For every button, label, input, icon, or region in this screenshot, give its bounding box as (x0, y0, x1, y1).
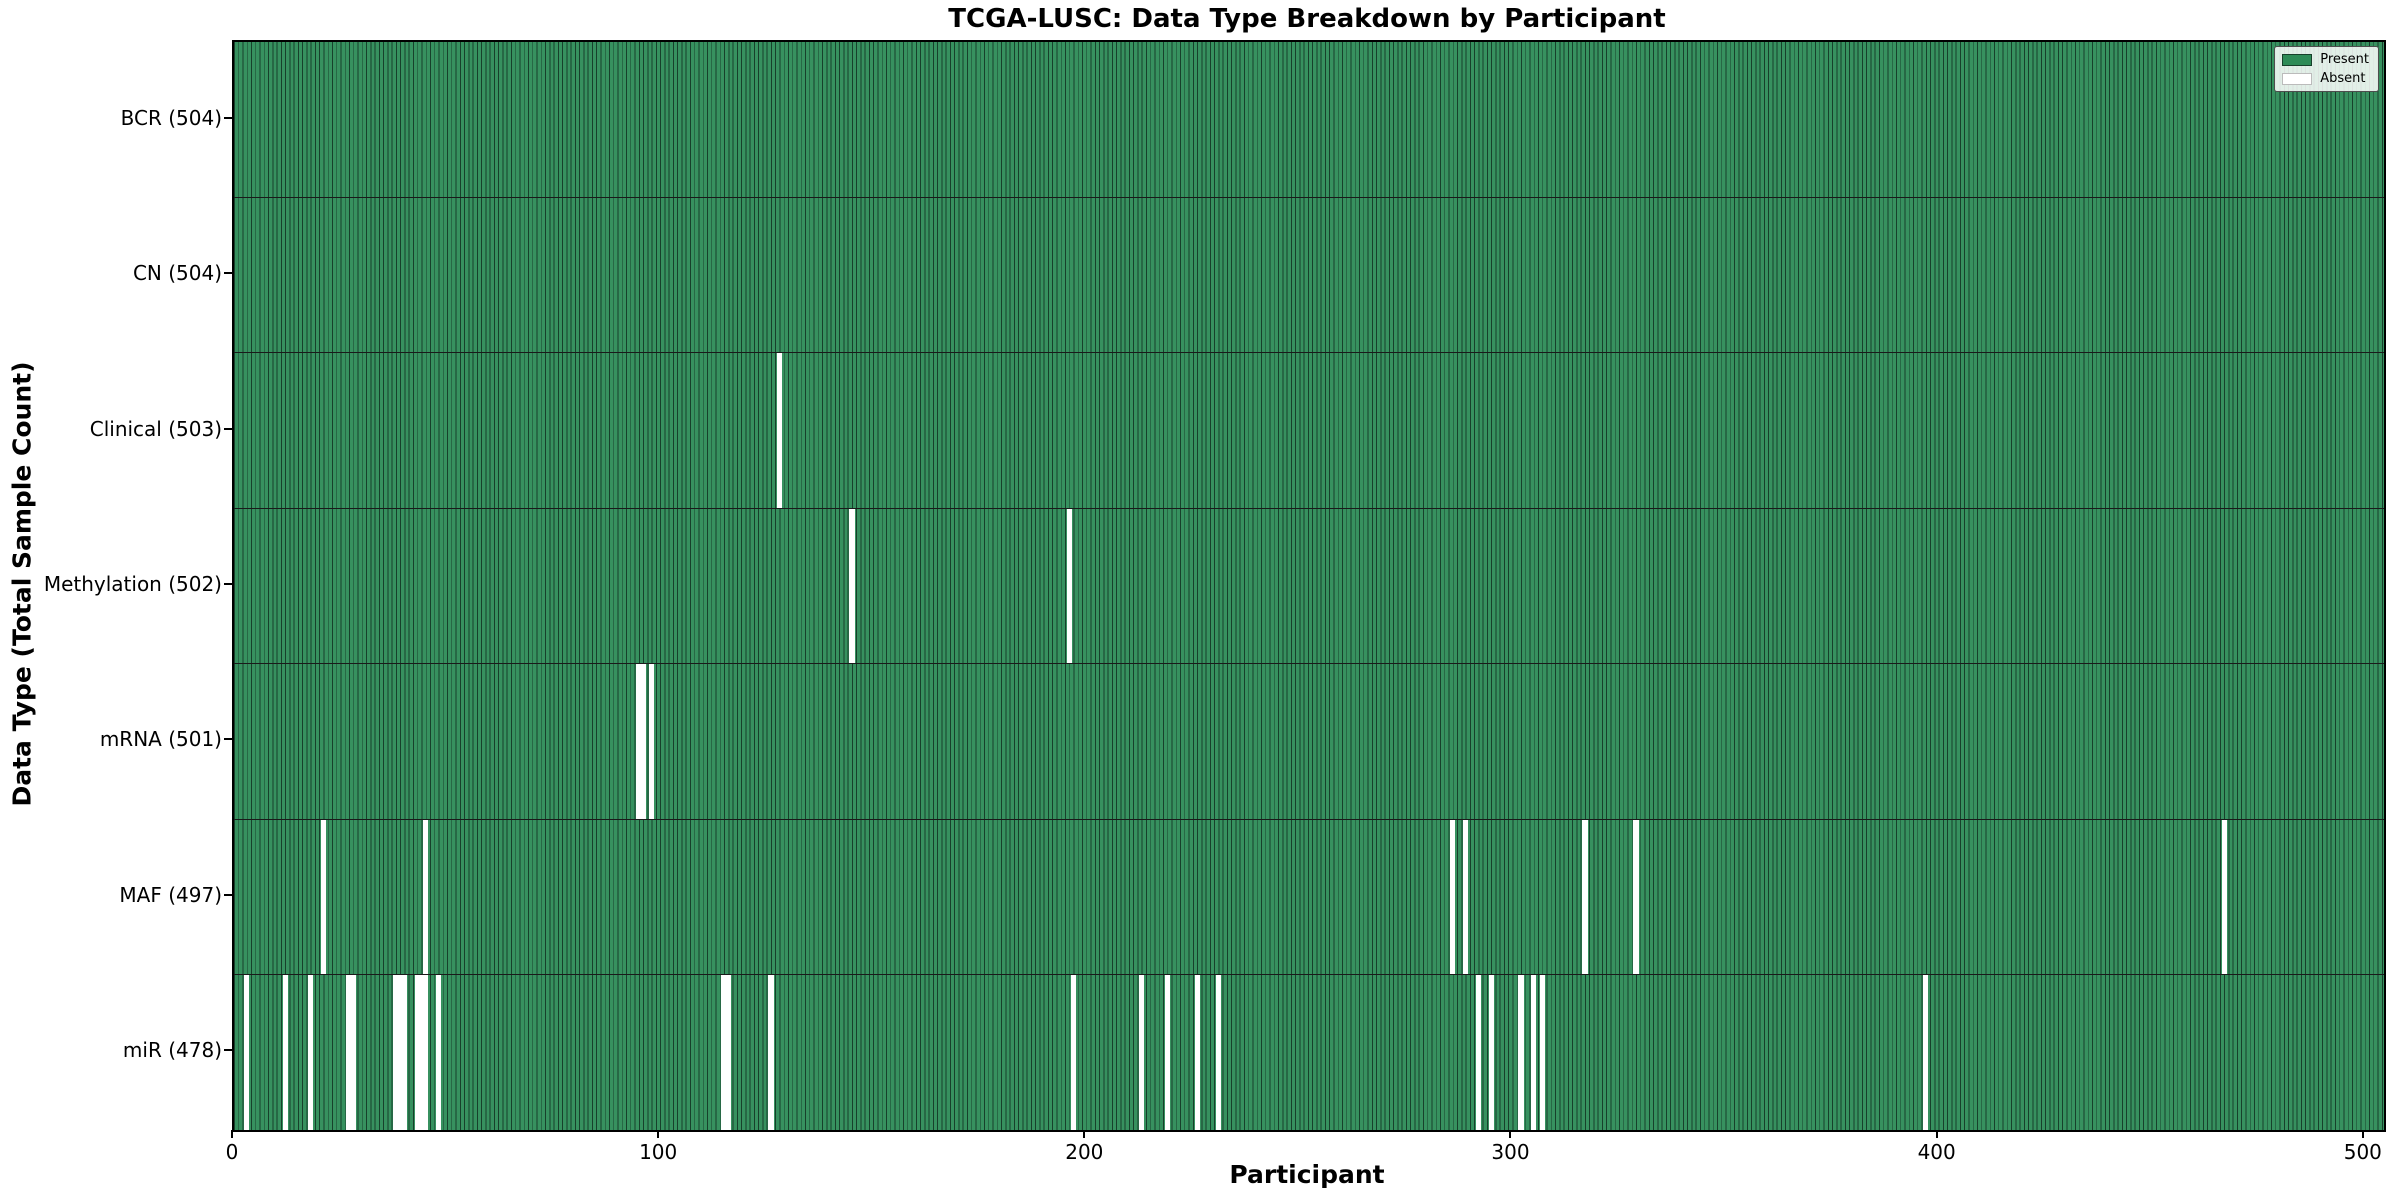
absent-gap-miR-397 (1923, 974, 1929, 1130)
ytick-label-CN: CN (504) (132, 261, 222, 286)
xtick-mark (231, 1130, 233, 1138)
absent-gap-mRNA-96 (640, 663, 646, 820)
absent-gap-MAF-45 (423, 819, 429, 975)
xtick-mark (657, 1130, 660, 1138)
absent-gap-mRNA-95 (636, 663, 642, 820)
row-divider (234, 974, 2384, 976)
row-divider (234, 507, 2384, 509)
legend: Present Absent (2274, 46, 2379, 92)
ytick-label-Clinical: Clinical (503) (89, 416, 222, 441)
xtick-label-300: 300 (1491, 1140, 1530, 1164)
absent-gap-miR-28 (350, 974, 356, 1130)
ytick-mark (224, 583, 232, 585)
absent-gap-MAF-329 (1633, 819, 1639, 975)
legend-present-label: Present (2320, 52, 2369, 67)
legend-absent-swatch (2282, 72, 2313, 85)
absent-gap-miR-44 (418, 974, 425, 1130)
xtick-mark (1509, 1130, 1512, 1138)
absent-gap-MAF-467 (2221, 819, 2227, 975)
xtick-mark (1083, 1130, 1086, 1138)
ytick-mark (224, 427, 232, 430)
legend-entry-present: Present (2282, 52, 2369, 67)
absent-gap-miR-231 (1215, 974, 1222, 1130)
ytick-label-Methylation: Methylation (502) (43, 572, 222, 596)
chart-row-miR (234, 974, 2384, 1130)
ytick-mark (224, 1049, 232, 1052)
absent-gap-miR-27 (346, 974, 352, 1130)
xtick-mark (2361, 1130, 2364, 1138)
xtick-label-100: 100 (639, 1140, 678, 1164)
ytick-label-mRNA: mRNA (501) (99, 727, 222, 752)
row-divider (234, 663, 2384, 665)
ytick-mark (224, 738, 232, 741)
xtick-label-500: 500 (2343, 1140, 2382, 1164)
absent-gap-MAF-289 (1462, 819, 1469, 975)
absent-gap-miR-48 (435, 974, 442, 1130)
plot-area: Present Absent (232, 40, 2386, 1132)
row-divider (234, 352, 2384, 354)
absent-gap-miR-226 (1194, 974, 1200, 1130)
absent-gap-miR-40 (401, 974, 408, 1130)
absent-gap-Clinical-128 (776, 352, 783, 509)
absent-gap-miR-219 (1164, 974, 1170, 1130)
absent-gap-miR-305 (1531, 974, 1537, 1130)
absent-gap-miR-307 (1539, 974, 1545, 1130)
absent-gap-miR-43 (414, 974, 420, 1130)
absent-gap-MAF-21 (320, 819, 327, 975)
xtick-label-0: 0 (225, 1140, 239, 1164)
chart-title: TCGA-LUSC: Data Type Breakdown by Partic… (948, 4, 1666, 34)
chart-row-BCR (234, 42, 2384, 198)
rows-container (234, 42, 2384, 1130)
absent-gap-miR-116 (725, 974, 731, 1130)
absent-gap-miR-197 (1070, 974, 1077, 1130)
absent-gap-miR-39 (397, 974, 403, 1130)
legend-present-swatch (2282, 53, 2313, 66)
absent-gap-miR-38 (393, 974, 399, 1130)
ytick-label-MAF: MAF (497) (119, 882, 222, 907)
ytick-mark (224, 893, 232, 896)
xtick-mark (1935, 1130, 1938, 1138)
absent-gap-miR-18 (308, 974, 314, 1130)
absent-gap-miR-292 (1475, 974, 1482, 1130)
absent-gap-miR-302 (1518, 974, 1524, 1130)
row-divider (234, 196, 2384, 198)
absent-gap-Methylation-196 (1066, 508, 1072, 664)
absent-gap-miR-45 (423, 974, 429, 1130)
ytick-mark (224, 272, 232, 275)
x-axis-label: Participant (1229, 1160, 1385, 1189)
chart-row-Clinical (234, 352, 2384, 509)
absent-gap-miR-126 (768, 974, 774, 1130)
absent-gap-MAF-286 (1450, 819, 1456, 975)
absent-gap-Methylation-145 (849, 508, 855, 664)
absent-gap-MAF-317 (1582, 819, 1588, 975)
ytick-label-miR: miR (478) (122, 1038, 222, 1063)
legend-entry-absent: Absent (2282, 71, 2369, 86)
chart-row-mRNA (234, 663, 2384, 820)
absent-gap-miR-3 (244, 974, 250, 1130)
ytick-mark (224, 116, 232, 119)
xtick-label-200: 200 (1065, 1140, 1104, 1164)
absent-gap-miR-213 (1139, 974, 1145, 1130)
chart-row-MAF (234, 819, 2384, 975)
row-divider (234, 818, 2384, 820)
legend-absent-label: Absent (2320, 71, 2366, 86)
absent-gap-miR-12 (282, 974, 288, 1130)
xtick-label-400: 400 (1917, 1140, 1956, 1164)
absent-gap-miR-295 (1488, 974, 1494, 1130)
y-axis-label: Data Type (Total Sample Count) (7, 361, 37, 807)
absent-gap-mRNA-98 (649, 663, 655, 820)
chart-row-CN (234, 197, 2384, 353)
absent-gap-miR-115 (721, 974, 727, 1130)
ytick-label-BCR: BCR (504) (120, 105, 222, 130)
chart-row-Methylation (234, 508, 2384, 664)
